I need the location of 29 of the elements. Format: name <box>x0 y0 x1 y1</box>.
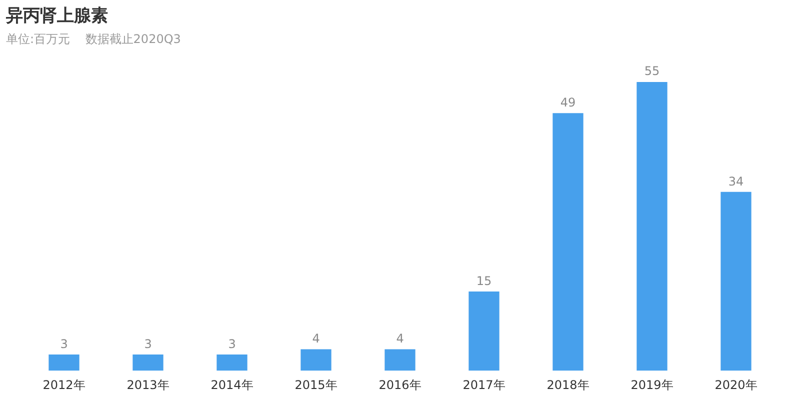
bar <box>720 192 752 371</box>
data-label: 4 <box>396 332 404 346</box>
bar <box>636 82 668 371</box>
x-tick-label: 2016年 <box>378 378 422 392</box>
data-label: 3 <box>60 336 68 351</box>
data-label: 55 <box>644 64 660 78</box>
x-tick-label: 2014年 <box>210 378 254 392</box>
x-tick-label: 2015年 <box>294 378 338 392</box>
bar <box>384 349 416 371</box>
bar <box>552 113 584 371</box>
data-label: 49 <box>560 96 576 110</box>
x-tick-label: 2012年 <box>42 378 86 392</box>
x-tick-label: 2018年 <box>546 378 590 392</box>
bar <box>132 354 164 371</box>
bar <box>48 354 80 371</box>
data-label: 3 <box>228 336 236 351</box>
x-tick-label: 2019年 <box>630 378 674 392</box>
chart-subtitle: 单位:百万元 数据截止2020Q3 <box>6 31 181 48</box>
data-label: 34 <box>728 174 744 188</box>
data-label: 15 <box>476 274 492 288</box>
bar <box>300 349 332 371</box>
bar <box>216 354 248 371</box>
x-tick-label: 2017年 <box>462 378 506 392</box>
bar <box>468 292 500 371</box>
x-tick-label: 2020年 <box>714 378 758 392</box>
x-tick-label: 2013年 <box>126 378 170 392</box>
data-label: 3 <box>144 336 152 351</box>
chart-title: 异丙肾上腺素 <box>6 5 108 27</box>
data-label: 4 <box>312 332 320 346</box>
